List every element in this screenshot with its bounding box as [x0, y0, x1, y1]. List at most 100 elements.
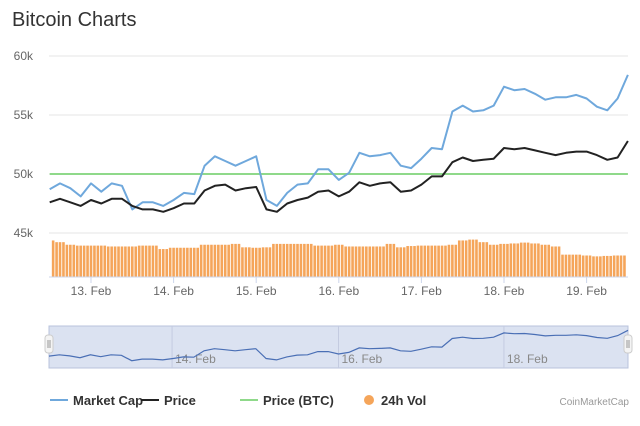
- volume-bar: [69, 244, 72, 277]
- x-tick-label: 18. Feb: [484, 284, 525, 298]
- volume-bar: [375, 246, 378, 277]
- volume-bar: [406, 246, 409, 277]
- y-tick-label: 50k: [14, 167, 34, 181]
- x-tick-label: 16. Feb: [318, 284, 359, 298]
- volume-bar: [244, 247, 248, 277]
- volume-bar: [199, 244, 203, 277]
- volume-bar: [251, 247, 255, 277]
- volume-bar: [433, 245, 437, 277]
- volume-bar: [217, 244, 220, 277]
- volume-bar: [203, 244, 206, 277]
- volume-bar: [258, 247, 261, 277]
- volume-bar: [96, 245, 100, 277]
- volume-bar: [578, 254, 582, 277]
- series-line-price: [49, 140, 629, 213]
- volume-bar: [134, 246, 138, 277]
- volume-bar: [79, 245, 82, 277]
- volume-bar: [320, 245, 323, 277]
- legend-label: 24h Vol: [381, 393, 426, 408]
- volume-bar: [137, 245, 141, 277]
- volume-bar: [241, 247, 244, 277]
- volume-bar: [131, 246, 134, 277]
- volume-bar: [220, 244, 224, 277]
- volume-bar: [454, 244, 458, 277]
- navigator-tick-label: 14. Feb: [175, 352, 216, 366]
- volume-bar: [351, 246, 354, 277]
- volume-bar: [110, 246, 113, 277]
- volume-bar: [365, 246, 368, 277]
- volume-bar: [537, 243, 540, 277]
- legend-item-price-btc[interactable]: Price (BTC): [240, 393, 334, 408]
- volume-bar: [93, 245, 96, 277]
- x-tick-label: 14. Feb: [153, 284, 194, 298]
- volume-bar: [265, 247, 268, 277]
- volume-bar: [182, 247, 186, 277]
- volume-bar: [440, 245, 444, 277]
- volume-bar: [544, 244, 547, 277]
- volume-bar: [65, 244, 69, 277]
- navigator-handle-right[interactable]: [623, 334, 633, 354]
- x-tick-label: 19. Feb: [566, 284, 607, 298]
- volume-bar: [468, 239, 471, 277]
- volume-bar: [506, 243, 509, 277]
- volume-bar: [120, 246, 124, 277]
- volume-bar: [478, 242, 482, 277]
- volume-bar: [423, 245, 427, 277]
- volume-bar: [148, 245, 151, 277]
- volume-bar: [444, 245, 447, 277]
- legend-item-price[interactable]: Price: [141, 393, 196, 408]
- volume-bar: [117, 246, 120, 277]
- volume-bar: [516, 243, 520, 277]
- navigator[interactable]: 14. Feb 16. Feb 18. Feb: [44, 325, 633, 369]
- volume-bar: [58, 242, 62, 277]
- credit-label[interactable]: CoinMarketCap: [560, 397, 630, 408]
- volume-bar: [547, 244, 551, 277]
- volume-bar: [385, 243, 389, 277]
- x-tick-label: 17. Feb: [401, 284, 442, 298]
- volume-bar: [327, 245, 330, 277]
- volume-bar: [413, 246, 416, 277]
- series-lines: [49, 74, 629, 213]
- volume-bar: [234, 243, 237, 277]
- volume-bar: [554, 246, 557, 277]
- volume-bar: [344, 246, 347, 277]
- volume-bar: [254, 247, 258, 277]
- volume-bar: [192, 247, 196, 277]
- y-tick-label: 60k: [14, 49, 34, 63]
- volume-bar: [461, 240, 464, 277]
- volume-bar: [519, 242, 523, 277]
- navigator-handle-left[interactable]: [44, 334, 54, 354]
- navigator-tick-label: 16. Feb: [342, 352, 383, 366]
- volume-bar: [261, 247, 265, 277]
- volume-bar: [526, 242, 530, 277]
- volume-bar: [389, 243, 392, 277]
- y-tick-label: 55k: [14, 108, 34, 122]
- volume-bar: [471, 239, 475, 277]
- volume-bar: [282, 243, 286, 277]
- volume-bar: [492, 244, 495, 277]
- volume-bar: [623, 255, 626, 277]
- volume-bar: [495, 244, 499, 277]
- legend-label: Market Cap: [73, 393, 143, 408]
- volume-bar: [172, 247, 175, 277]
- volume-bar: [179, 247, 182, 277]
- legend-item-market-cap[interactable]: Market Cap: [50, 393, 143, 408]
- volume-bar: [230, 243, 234, 277]
- volume-bar: [272, 243, 275, 277]
- volume-bar: [416, 245, 420, 277]
- volume-bar: [141, 245, 144, 277]
- volume-bar: [457, 240, 461, 277]
- volume-bar: [161, 249, 165, 277]
- volume-bar: [426, 245, 430, 277]
- volume-bar: [513, 243, 516, 277]
- y-axis-labels: 45k 50k 55k 60k: [14, 49, 34, 240]
- volume-bar: [409, 246, 413, 277]
- volume-bar: [303, 243, 306, 277]
- volume-bar: [616, 255, 619, 277]
- volume-bar: [605, 255, 609, 277]
- legend-item-24h-vol[interactable]: 24h Vol: [364, 393, 426, 408]
- volume-bar: [592, 256, 595, 277]
- volume-bar: [464, 240, 468, 277]
- volume-bar: [599, 256, 602, 277]
- volume-bar: [223, 244, 227, 277]
